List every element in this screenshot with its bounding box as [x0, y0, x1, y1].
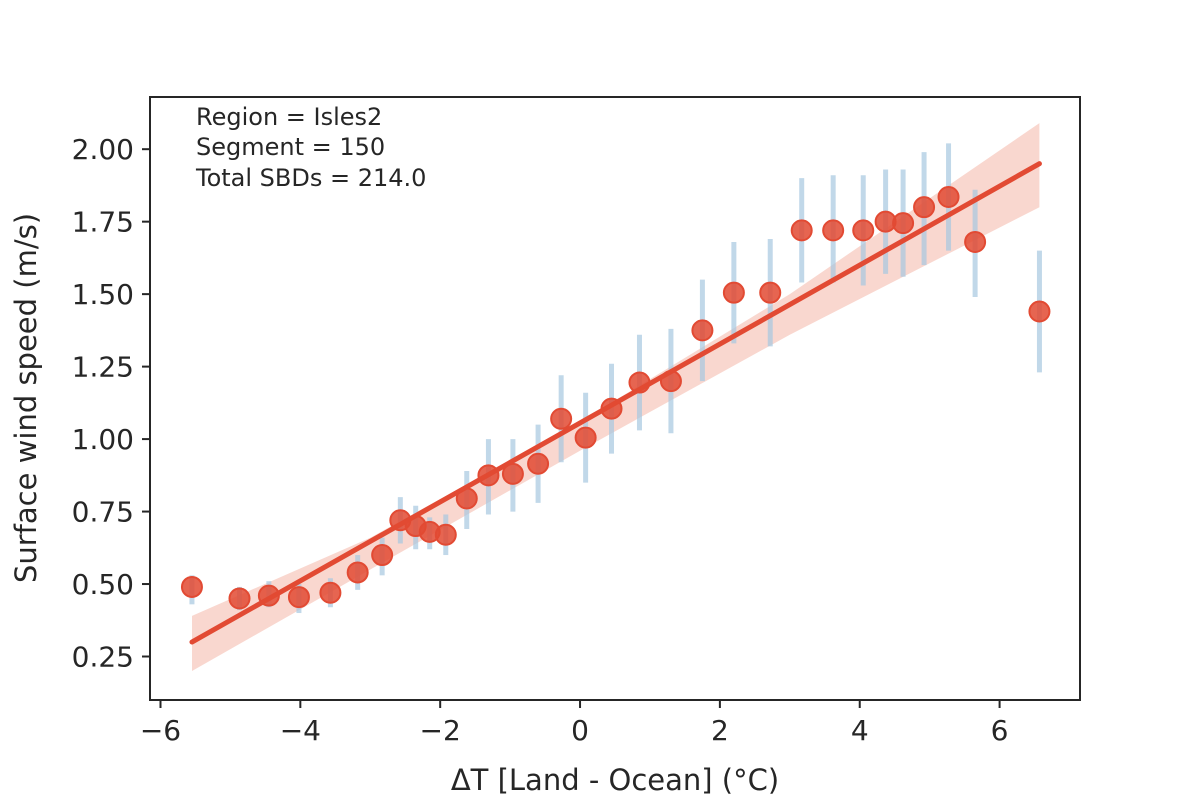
- y-tick-label: 0.25: [72, 641, 134, 674]
- data-point-23: [790, 219, 813, 242]
- stats-annotation: Region = Isles2 Segment = 150 Total SBDs…: [195, 103, 426, 192]
- data-point-18: [628, 371, 651, 394]
- data-point-5: [346, 561, 369, 584]
- data-point-1: [228, 587, 251, 610]
- y-tick-label: 2.00: [72, 133, 134, 166]
- data-point-25: [852, 219, 875, 242]
- x-tick-label: 2: [711, 714, 729, 747]
- data-point-0: [180, 575, 203, 598]
- data-point-13: [501, 462, 524, 485]
- data-point-28: [913, 196, 936, 219]
- data-point-2: [257, 584, 280, 607]
- x-tick-label: −2: [420, 714, 461, 747]
- data-point-24: [822, 219, 845, 242]
- data-point-31: [1028, 300, 1051, 323]
- data-point-30: [964, 230, 987, 253]
- x-axis-title: ΔT [Land - Ocean] (°C): [451, 763, 779, 797]
- x-tick-label: 0: [571, 714, 589, 747]
- data-point-19: [659, 370, 682, 393]
- y-tick-label: 0.50: [72, 568, 134, 601]
- y-tick-label: 1.25: [72, 351, 134, 384]
- y-tick-label: 1.00: [72, 423, 134, 456]
- y-tick-label: 1.75: [72, 206, 134, 239]
- plot-area: [180, 123, 1051, 672]
- data-point-12: [477, 464, 500, 487]
- data-point-16: [574, 426, 597, 449]
- data-point-14: [527, 452, 550, 475]
- data-point-20: [691, 319, 714, 342]
- annotation-segment: Segment = 150: [196, 133, 385, 161]
- x-tick-label: −4: [280, 714, 321, 747]
- x-tick-label: 4: [851, 714, 869, 747]
- data-point-15: [550, 407, 573, 430]
- data-point-4: [319, 581, 342, 604]
- data-point-22: [759, 281, 782, 304]
- axis-ticks: −6 −4 −2 0 2 4 6 0.25 0.50 0.75 1.00 1.25 1.50 1.75 2.…: [72, 133, 1009, 747]
- annotation-total-sbds: Total SBDs = 214.0: [195, 164, 426, 192]
- data-point-17: [600, 397, 623, 420]
- data-point-6: [371, 544, 394, 567]
- axes-frame: [149, 96, 1081, 701]
- x-tick-label: −6: [140, 714, 181, 747]
- data-point-29: [937, 186, 960, 209]
- y-tick-label: 1.50: [72, 278, 134, 311]
- data-point-21: [722, 281, 745, 304]
- confidence-band: [192, 123, 1040, 672]
- y-axis-title: Surface wind speed (m/s): [9, 213, 43, 583]
- y-tick-label: 0.75: [72, 496, 134, 529]
- x-tick-label: 6: [991, 714, 1009, 747]
- data-point-11: [455, 487, 478, 510]
- data-point-10: [434, 523, 457, 546]
- data-point-27: [892, 212, 915, 235]
- data-point-3: [287, 586, 310, 609]
- annotation-region: Region = Isles2: [196, 103, 382, 131]
